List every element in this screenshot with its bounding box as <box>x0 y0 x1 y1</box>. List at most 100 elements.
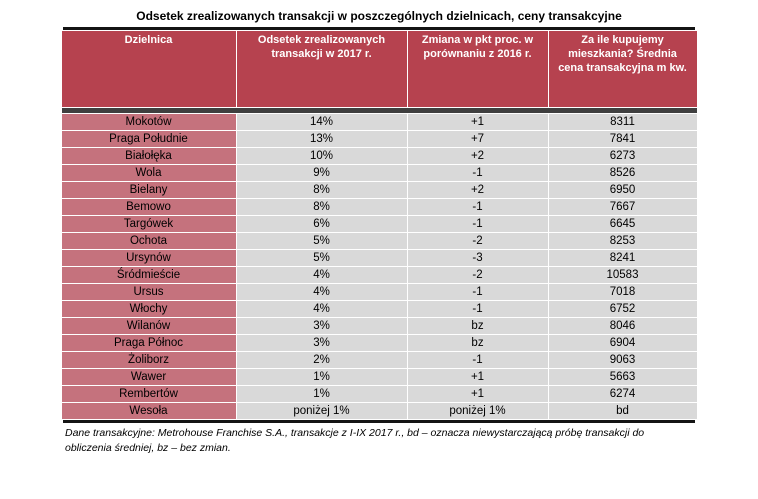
value-cell: 10% <box>236 148 407 164</box>
value-cell: 9063 <box>548 352 697 368</box>
value-cell: 6904 <box>548 335 697 351</box>
district-cell: Targówek <box>61 216 236 232</box>
header-separator-bar <box>61 108 697 113</box>
table-row: Włochy 4% -1 6752 <box>61 301 697 317</box>
value-cell: -2 <box>407 267 548 283</box>
value-cell: 6950 <box>548 182 697 198</box>
value-cell: 5% <box>236 233 407 249</box>
table-row: Wola 9% -1 8526 <box>61 165 697 181</box>
district-cell: Praga Północ <box>61 335 236 351</box>
table-row: Wesoła poniżej 1% poniżej 1% bd <box>61 403 697 419</box>
district-cell: Śródmieście <box>61 267 236 283</box>
value-cell: +1 <box>407 386 548 402</box>
value-cell: 3% <box>236 335 407 351</box>
value-cell: 4% <box>236 267 407 283</box>
value-cell: 8046 <box>548 318 697 334</box>
value-cell: 14% <box>236 114 407 130</box>
districts-table: Dzielnica Odsetek zrealizowanych transak… <box>60 30 698 420</box>
value-cell: -1 <box>407 216 548 232</box>
district-cell: Ursynów <box>61 250 236 266</box>
table-row: Wawer 1% +1 5663 <box>61 369 697 385</box>
title-divider <box>63 27 695 30</box>
value-cell: 7018 <box>548 284 697 300</box>
district-cell: Ochota <box>61 233 236 249</box>
district-cell: Wilanów <box>61 318 236 334</box>
table-header-row: Dzielnica Odsetek zrealizowanych transak… <box>61 31 697 107</box>
value-cell: 8% <box>236 199 407 215</box>
table-row: Ochota 5% -2 8253 <box>61 233 697 249</box>
table-row: Praga Południe 13% +7 7841 <box>61 131 697 147</box>
district-cell: Wola <box>61 165 236 181</box>
col-header-zmiana: Zmiana w pkt proc. w porównaniu z 2016 r… <box>407 31 548 107</box>
header-separator <box>61 108 697 113</box>
value-cell: +1 <box>407 369 548 385</box>
table-row: Praga Północ 3% bz 6904 <box>61 335 697 351</box>
bottom-divider <box>63 420 695 423</box>
value-cell: 4% <box>236 301 407 317</box>
value-cell: +2 <box>407 182 548 198</box>
table-title: Odsetek zrealizowanych transakcji w posz… <box>136 9 622 23</box>
footnote: Dane transakcyjne: Metrohouse Franchise … <box>65 427 645 454</box>
value-cell: -1 <box>407 199 548 215</box>
value-cell: 6752 <box>548 301 697 317</box>
value-cell: bz <box>407 318 548 334</box>
district-cell: Mokotów <box>61 114 236 130</box>
table-row: Białołęka 10% +2 6273 <box>61 148 697 164</box>
value-cell: -3 <box>407 250 548 266</box>
district-cell: Praga Południe <box>61 131 236 147</box>
value-cell: -1 <box>407 352 548 368</box>
value-cell: 8526 <box>548 165 697 181</box>
value-cell: poniżej 1% <box>236 403 407 419</box>
value-cell: -1 <box>407 301 548 317</box>
value-cell: 8241 <box>548 250 697 266</box>
district-cell: Żoliborz <box>61 352 236 368</box>
table-header: Dzielnica Odsetek zrealizowanych transak… <box>61 31 697 113</box>
district-cell: Ursus <box>61 284 236 300</box>
table-row: Rembertów 1% +1 6274 <box>61 386 697 402</box>
value-cell: 6% <box>236 216 407 232</box>
value-cell: 6645 <box>548 216 697 232</box>
table-row: Bemowo 8% -1 7667 <box>61 199 697 215</box>
table-body: Mokotów 14% +1 8311 Praga Południe 13% +7 7841 B… <box>61 114 697 419</box>
value-cell: 10583 <box>548 267 697 283</box>
value-cell: 5% <box>236 250 407 266</box>
table-row: Wilanów 3% bz 8046 <box>61 318 697 334</box>
col-header-odsetek: Odsetek zrealizowanych transakcji w 2017… <box>236 31 407 107</box>
value-cell: 5663 <box>548 369 697 385</box>
value-cell: 1% <box>236 369 407 385</box>
value-cell: 8% <box>236 182 407 198</box>
table-row: Targówek 6% -1 6645 <box>61 216 697 232</box>
district-cell: Bielany <box>61 182 236 198</box>
district-cell: Wesoła <box>61 403 236 419</box>
value-cell: 8253 <box>548 233 697 249</box>
district-cell: Włochy <box>61 301 236 317</box>
value-cell: bz <box>407 335 548 351</box>
value-cell: 13% <box>236 131 407 147</box>
value-cell: 4% <box>236 284 407 300</box>
district-cell: Wawer <box>61 369 236 385</box>
col-header-dzielnica: Dzielnica <box>61 31 236 107</box>
value-cell: 6273 <box>548 148 697 164</box>
value-cell: bd <box>548 403 697 419</box>
value-cell: +1 <box>407 114 548 130</box>
district-cell: Rembertów <box>61 386 236 402</box>
table-row: Ursus 4% -1 7018 <box>61 284 697 300</box>
value-cell: 3% <box>236 318 407 334</box>
district-cell: Białołęka <box>61 148 236 164</box>
table-row: Śródmieście 4% -2 10583 <box>61 267 697 283</box>
value-cell: 9% <box>236 165 407 181</box>
value-cell: +7 <box>407 131 548 147</box>
table-row: Bielany 8% +2 6950 <box>61 182 697 198</box>
value-cell: 7667 <box>548 199 697 215</box>
table-row: Mokotów 14% +1 8311 <box>61 114 697 130</box>
value-cell: poniżej 1% <box>407 403 548 419</box>
value-cell: -1 <box>407 165 548 181</box>
col-header-cena: Za ile kupujemy mieszkania? Średnia cena… <box>548 31 697 107</box>
value-cell: 2% <box>236 352 407 368</box>
district-cell: Bemowo <box>61 199 236 215</box>
value-cell: 1% <box>236 386 407 402</box>
value-cell: -2 <box>407 233 548 249</box>
value-cell: +2 <box>407 148 548 164</box>
table-row: Żoliborz 2% -1 9063 <box>61 352 697 368</box>
